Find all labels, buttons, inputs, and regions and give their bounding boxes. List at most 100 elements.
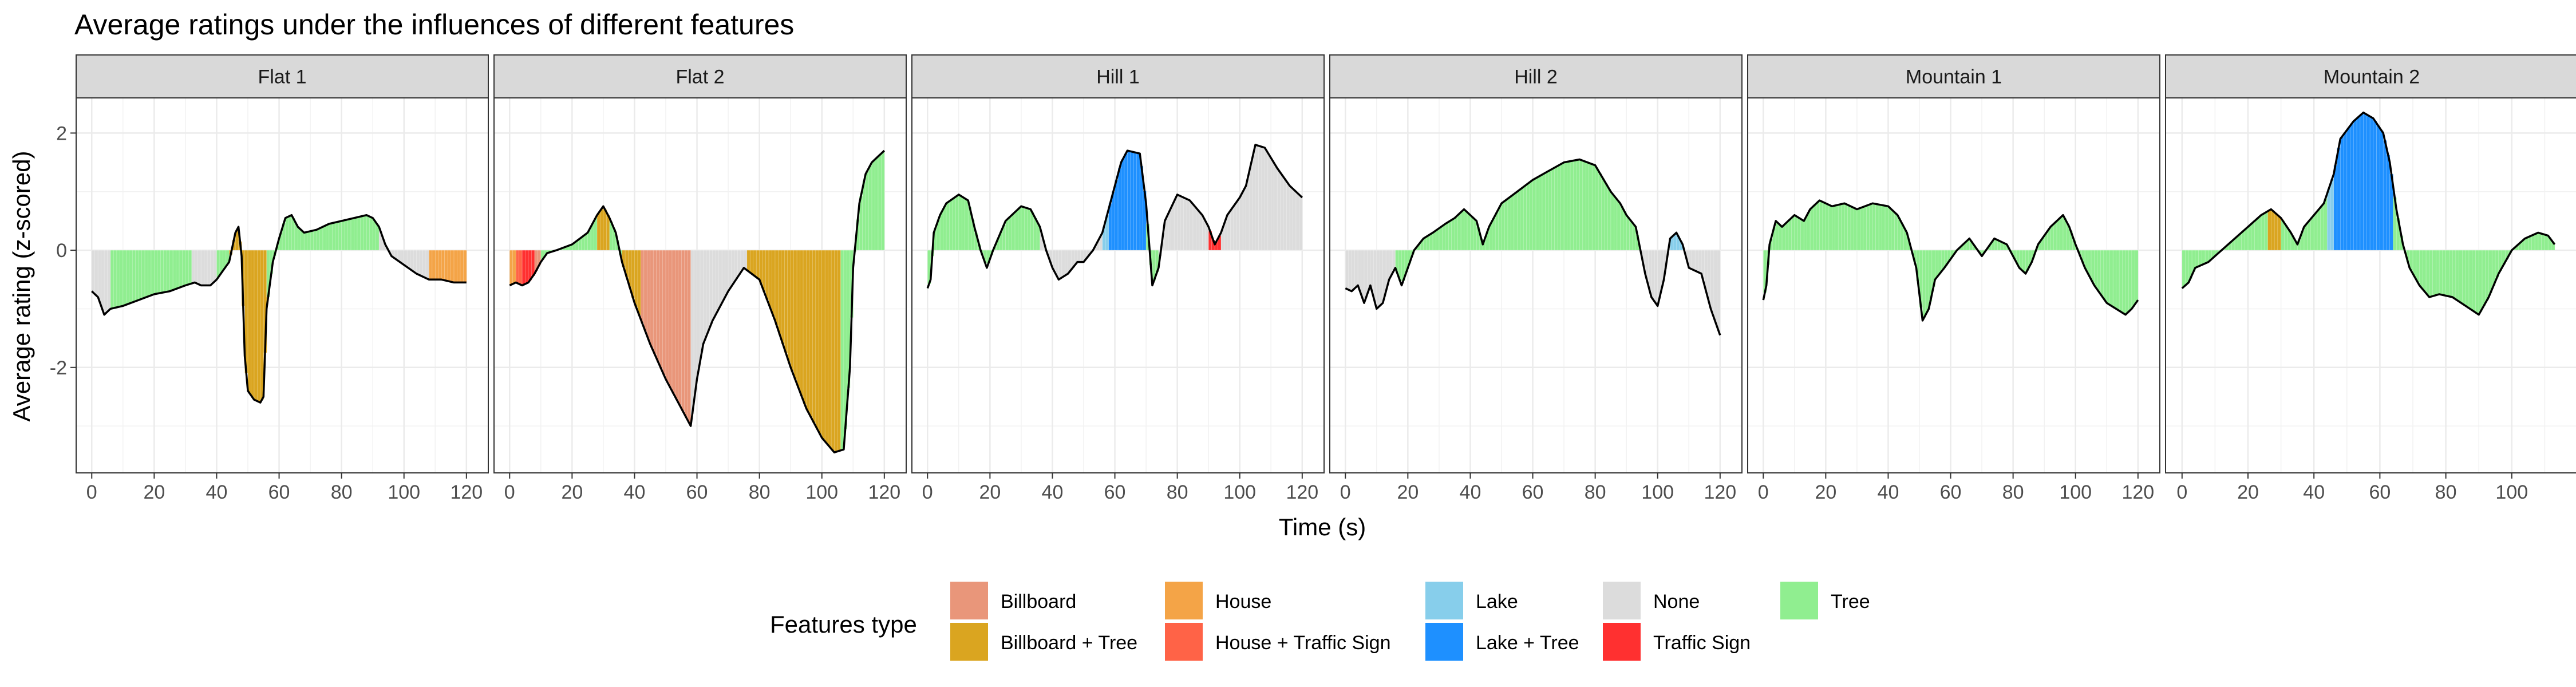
rating-bar [1117,168,1122,251]
rating-bar [2247,225,2252,251]
rating-bar [1436,229,1440,251]
rating-bar [366,215,370,251]
x-tick-label: 20 [561,481,583,503]
rating-bar [2465,250,2470,307]
rating-bar [2425,250,2430,295]
rating-bar [2369,117,2374,251]
rating-bar [1133,152,1137,251]
rating-bar [815,250,819,429]
legend-key-lake-tree [1425,623,1463,661]
rating-bar [297,228,302,251]
rating-bar [107,250,111,311]
rating-bar [1589,163,1593,251]
rating-bar [460,250,464,283]
rating-bar [1567,161,1571,251]
rating-bar [1604,183,1609,251]
facet-strip-label: Flat 2 [675,66,724,88]
legend-key-tree [1780,582,1818,619]
rating-bar [659,250,663,369]
rating-bar [1551,168,1555,251]
rating-bar [1800,219,1804,251]
rating-bar [1252,151,1256,251]
x-tick-label: 100 [1641,481,1674,503]
rating-bar [188,250,192,285]
legend-label: Tree [1831,591,1870,613]
rating-bar [2204,250,2209,263]
rating-bar [1348,250,1352,291]
rating-bar [803,250,807,405]
rating-bar [600,208,604,251]
rating-bar [1283,179,1287,251]
rating-bar [2416,250,2420,283]
rating-bar [207,250,211,286]
rating-bar [939,212,944,251]
rating-bar [257,250,261,402]
x-tick-label: 20 [143,481,165,503]
rating-bar [1938,250,1942,274]
rating-bar [1008,216,1013,251]
x-tick-label: 100 [388,481,420,503]
rating-bar [2337,147,2341,251]
rating-bar [185,250,189,285]
rating-bar [2452,250,2456,299]
legend-label: None [1653,591,1700,613]
rating-bar [2475,250,2479,314]
rating-bar [1872,203,1876,251]
rating-bar [2383,140,2387,251]
rating-bar [1925,250,1930,312]
rating-bar [643,250,647,332]
rating-bar [135,250,139,301]
rating-bar [2251,222,2255,251]
rating-bar [2050,225,2055,251]
rating-bar [1190,202,1194,251]
rating-bar [646,250,651,340]
rating-bar [163,250,167,293]
rating-bar [512,250,516,283]
rating-bar [1501,202,1506,251]
rating-bar [1875,204,1879,251]
rating-bar [1432,231,1437,251]
facet-mountain-1: Mountain 1 0 20 40 60 80 100 120 [1747,54,2160,503]
rating-bar [2485,250,2490,301]
rating-bar [2182,250,2186,287]
rating-bar [1077,250,1081,262]
rating-bar [784,250,788,354]
rating-bar [961,197,966,251]
rating-bar [404,250,408,266]
rating-bar [2488,250,2492,294]
rating-bar [194,250,199,283]
rating-curve [926,144,1303,289]
rating-bar [169,250,173,291]
rating-bar [1548,170,1552,251]
rating-bar [1576,159,1581,251]
legend-label: Billboard [1001,591,1076,613]
rating-bar [101,250,105,311]
rating-bar [2326,188,2331,251]
rating-bar [2100,250,2104,297]
rating-bar [949,200,953,251]
rating-bar [2112,250,2117,309]
rating-bar [831,250,835,451]
rating-curve [91,214,467,404]
rating-bar [1610,193,1615,251]
x-tick-label: 100 [2059,481,2092,503]
rating-bar [1379,250,1384,305]
facet-strip [1747,54,2160,98]
rating-bar [2360,113,2364,251]
rating-bar [1345,250,1349,290]
rating-bar [2455,250,2460,301]
x-tick-label: 40 [2303,481,2325,503]
rating-bar [1822,202,1827,251]
rating-bar [179,250,183,287]
rating-bar [1532,179,1536,251]
x-tick-label: 80 [749,481,771,503]
rating-bar [141,250,145,299]
rating-bar [1249,165,1253,251]
rating-bar [291,218,295,251]
rating-bar [457,250,461,283]
rating-bar [1261,147,1266,251]
rating-bar [1619,206,1624,251]
rating-bar [865,171,870,251]
rating-bar [2238,234,2242,251]
rating-bar [671,250,676,394]
